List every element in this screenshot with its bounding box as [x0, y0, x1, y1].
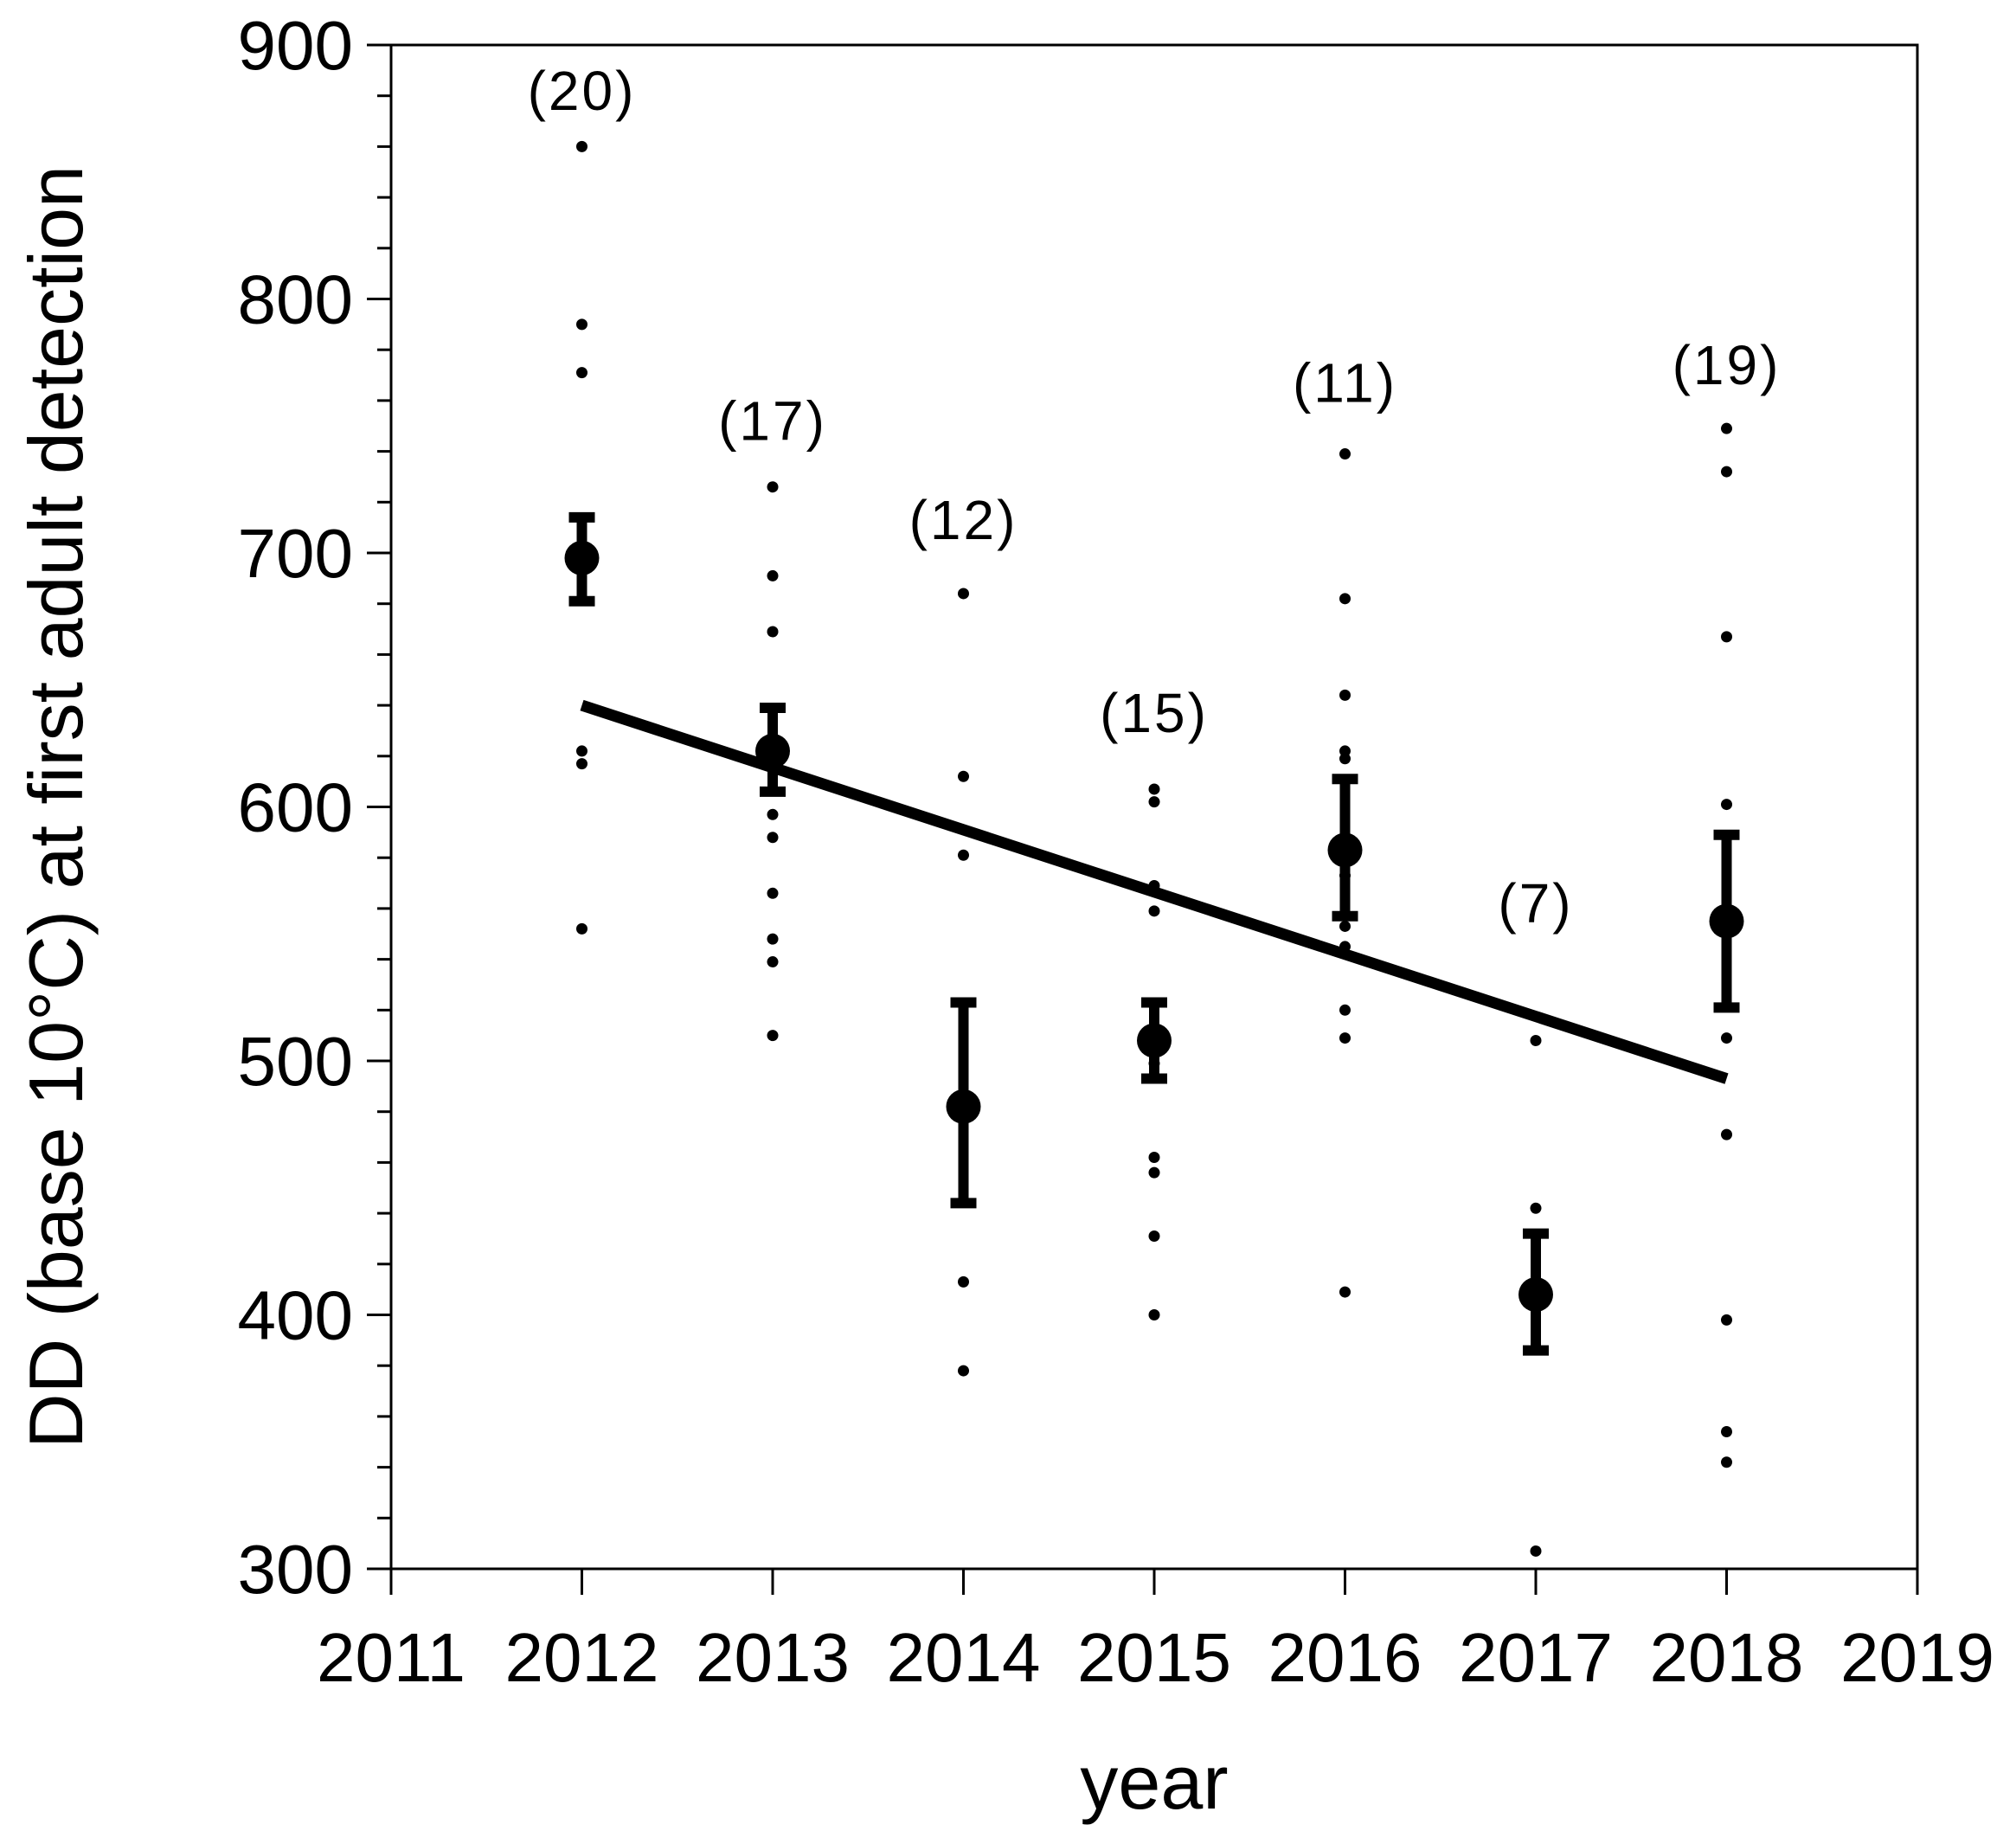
mean-marker: [755, 733, 790, 768]
data-point: [1339, 448, 1351, 460]
data-point: [958, 1365, 969, 1377]
x-axis-tick-label: 2013: [696, 1619, 850, 1696]
data-point: [576, 318, 587, 331]
data-point: [1721, 1426, 1732, 1438]
sample-size-label: (7): [1498, 872, 1573, 935]
data-point: [1148, 1166, 1160, 1179]
data-point: [958, 770, 969, 782]
data-point: [1339, 1032, 1351, 1044]
data-point: [767, 808, 779, 820]
y-axis-tick-label: 500: [238, 1023, 353, 1100]
data-point: [1339, 1286, 1351, 1298]
year-group-summary-2017: (7): [1498, 872, 1573, 1356]
y-axis-tick-label: 400: [238, 1277, 353, 1354]
data-point: [958, 588, 969, 600]
data-point: [1721, 631, 1732, 643]
year-group-summary-2013: (17): [718, 389, 827, 797]
x-axis-tick-label: 2017: [1459, 1619, 1613, 1696]
year-group-points-2017: [1530, 1035, 1542, 1557]
data-point: [1148, 905, 1160, 917]
sample-size-label: (15): [1100, 682, 1209, 744]
data-point: [767, 1030, 779, 1042]
data-point: [1721, 1456, 1732, 1468]
x-axis-tick-label: 2016: [1268, 1619, 1422, 1696]
y-axis-tick-label: 800: [238, 261, 353, 338]
sample-size-label: (20): [528, 60, 637, 122]
year-group-summary-2016: (11): [1293, 351, 1397, 922]
data-point: [958, 849, 969, 861]
y-axis-tick-label: 600: [238, 769, 353, 846]
mean-marker: [564, 540, 600, 575]
data-point: [1721, 466, 1732, 478]
data-point: [1339, 1004, 1351, 1016]
data-point: [1721, 1128, 1732, 1140]
data-point: [1721, 1032, 1732, 1044]
year-group-points-2018: [1721, 422, 1732, 1468]
mean-marker: [1709, 903, 1744, 939]
data-point: [1530, 1035, 1542, 1047]
data-point: [576, 367, 587, 379]
year-group-points-2016: [1339, 448, 1351, 1298]
data-point: [767, 569, 779, 581]
data-point: [1148, 1152, 1160, 1164]
mean-marker: [1137, 1023, 1172, 1058]
mean-marker: [1518, 1277, 1553, 1313]
data-point: [767, 481, 779, 493]
data-point: [576, 758, 587, 770]
x-axis-tick-label: 2019: [1840, 1619, 1994, 1696]
sample-size-label: (17): [718, 389, 827, 452]
data-point: [1721, 799, 1732, 811]
data-point: [767, 887, 779, 899]
year-group-points-2014: [958, 588, 969, 1377]
data-point: [576, 140, 587, 152]
data-point: [1721, 1314, 1732, 1326]
sample-size-label: (11): [1293, 351, 1397, 414]
sample-size-label: (19): [1673, 334, 1782, 396]
data-point: [1339, 920, 1351, 932]
sample-size-label: (12): [909, 489, 1018, 551]
data-point: [958, 1275, 969, 1288]
year-group-points-2013: [767, 481, 779, 1042]
y-axis-tick-label: 700: [238, 515, 353, 592]
y-axis-title: DD (base 10°C) at first adult detection: [13, 165, 99, 1449]
year-group-summary-2014: (12): [909, 489, 1018, 1209]
year-group-summary-2012: (20): [528, 60, 637, 607]
x-axis-tick-label: 2012: [505, 1619, 659, 1696]
data-point: [1339, 593, 1351, 605]
data-point: [1148, 783, 1160, 795]
data-point: [1148, 1230, 1160, 1243]
x-axis-tick-label: 2011: [317, 1619, 465, 1696]
x-axis-title: year: [1080, 1739, 1228, 1825]
y-axis-tick-label: 300: [238, 1531, 353, 1608]
data-point: [1339, 689, 1351, 701]
data-point: [767, 956, 779, 968]
data-point: [767, 832, 779, 844]
x-axis-tick-label: 2015: [1077, 1619, 1231, 1696]
data-point: [576, 922, 587, 935]
data-point: [767, 933, 779, 945]
x-axis-tick-label: 2014: [887, 1619, 1041, 1696]
year-group-points-2012: [576, 140, 587, 935]
year-group-summary-2015: (15): [1100, 682, 1209, 1084]
mean-marker: [1327, 832, 1363, 868]
data-point: [576, 745, 587, 757]
y-axis-tick-label: 900: [238, 7, 353, 84]
data-point: [1148, 1309, 1160, 1320]
x-axis-tick-label: 2018: [1650, 1619, 1804, 1696]
data-point: [1148, 796, 1160, 808]
mean-marker: [946, 1089, 981, 1124]
year-group-summary-2018: (19): [1673, 334, 1782, 1013]
data-point: [767, 626, 779, 638]
data-point: [1721, 422, 1732, 434]
data-point: [1530, 1545, 1542, 1557]
data-point: [1339, 753, 1351, 765]
data-point: [1530, 1202, 1542, 1214]
